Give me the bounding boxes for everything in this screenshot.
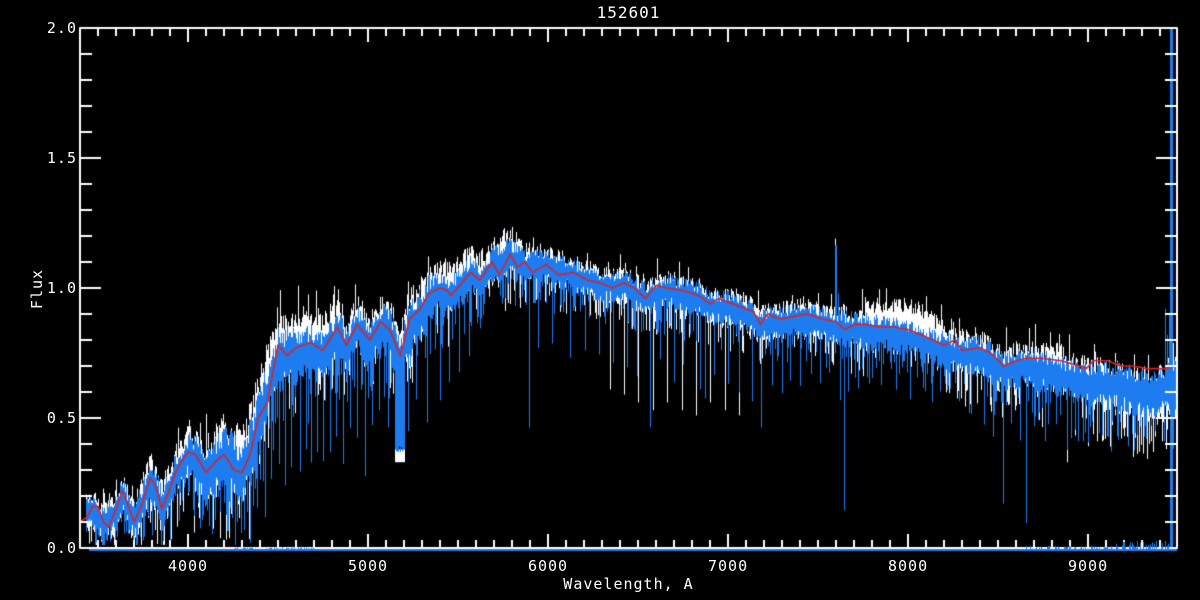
x-tick-label-5000: 5000 (347, 557, 389, 575)
x-tick-label-7000: 7000 (707, 557, 749, 575)
y-tick-label-1.0: 1.0 (46, 279, 77, 297)
chart-title: 152601 (596, 3, 661, 22)
y-tick-label-2.0: 2.0 (46, 19, 77, 37)
y-tick-label-0.5: 0.5 (46, 409, 77, 427)
x-tick-label-8000: 8000 (887, 557, 929, 575)
y-tick-label-0.0: 0.0 (46, 539, 77, 557)
x-tick-label-4000: 4000 (167, 557, 209, 575)
x-tick-label-6000: 6000 (527, 557, 569, 575)
x-tick-label-9000: 9000 (1068, 557, 1109, 575)
y-tick-label-1.5: 1.5 (46, 149, 77, 167)
x-axis-label: Wavelength, A (563, 575, 694, 593)
